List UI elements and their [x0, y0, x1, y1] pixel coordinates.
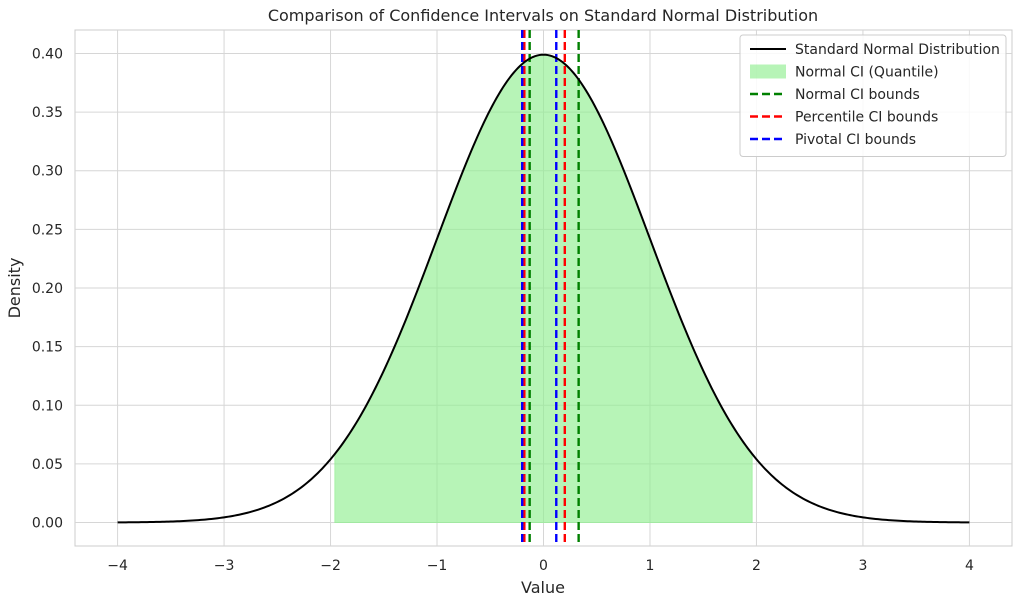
x-tick-label: 4 — [965, 558, 974, 574]
y-tick-label: 0.10 — [32, 398, 63, 414]
x-tick-label: 3 — [858, 558, 867, 574]
y-tick-label: 0.05 — [32, 457, 63, 473]
y-axis-label: Density — [5, 258, 24, 319]
legend-label: Normal CI (Quantile) — [795, 65, 939, 81]
x-axis-label: Value — [521, 578, 565, 597]
x-tick-label: −2 — [320, 558, 341, 574]
legend-label: Standard Normal Distribution — [795, 42, 1000, 58]
y-tick-label: 0.40 — [32, 46, 63, 62]
legend: Standard Normal Distribution Normal CI (Q… — [739, 34, 1007, 157]
legend-label: Pivotal CI bounds — [795, 132, 916, 148]
normal-curve — [117, 53, 970, 524]
y-tick-label: 0.35 — [32, 105, 63, 121]
y-tick-label: 0.25 — [32, 222, 63, 238]
x-tick-label: 1 — [646, 558, 655, 574]
y-tick-label: 0.20 — [32, 281, 63, 297]
x-tick-label: 0 — [539, 558, 548, 574]
legend-label: Normal CI bounds — [795, 87, 920, 103]
legend-swatch — [750, 64, 786, 79]
chart-title: Comparison of Confidence Intervals on St… — [268, 6, 818, 25]
x-tick-label: −3 — [214, 558, 235, 574]
y-tick-label: 0.15 — [32, 340, 63, 356]
x-tick-label: −4 — [107, 558, 128, 574]
legend-label: Percentile CI bounds — [795, 110, 938, 126]
legend-box — [739, 34, 1007, 157]
y-tick-label: 0.00 — [32, 516, 63, 532]
x-tick-label: 2 — [752, 558, 761, 574]
y-tick-label: 0.30 — [32, 164, 63, 180]
x-tick-label: −1 — [427, 558, 448, 574]
